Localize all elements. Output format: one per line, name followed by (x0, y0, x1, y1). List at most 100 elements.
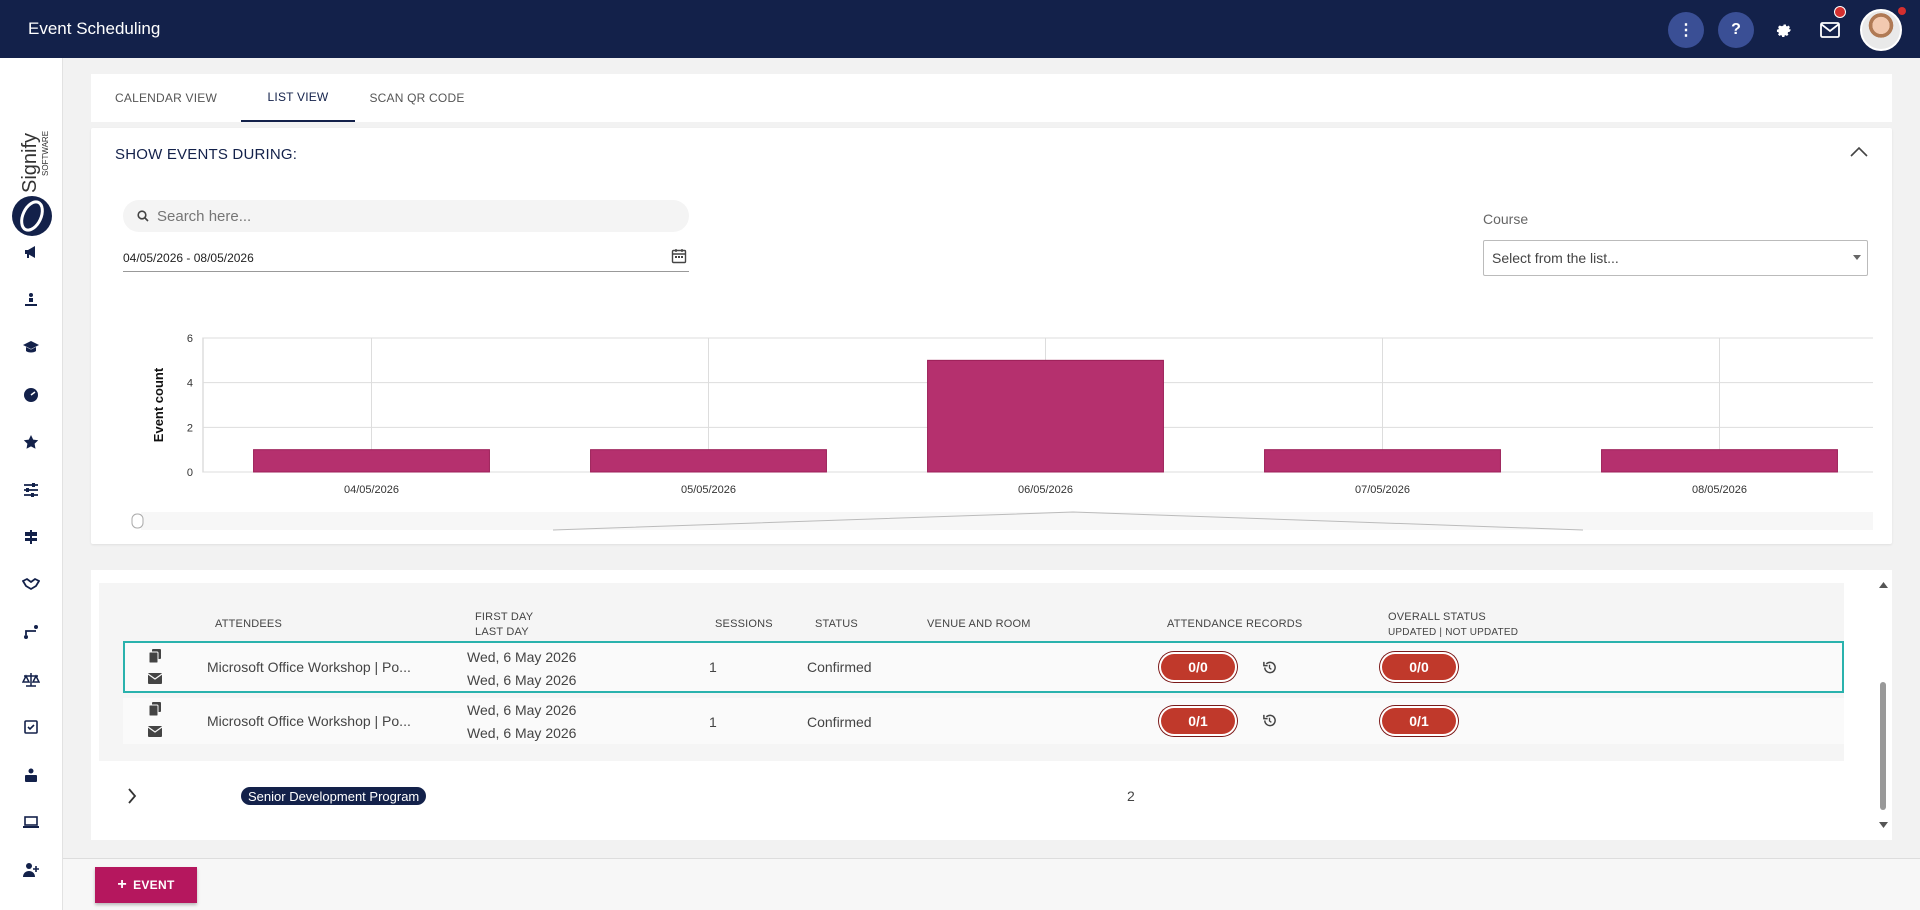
chart-y-tick-label: 2 (187, 422, 193, 434)
history-icon[interactable] (1261, 659, 1277, 675)
sessions-count: 1 (709, 659, 717, 675)
chart-y-tick-label: 4 (187, 378, 193, 390)
scroll-down-icon[interactable] (1879, 822, 1888, 828)
top-bar: Event Scheduling ⋮ ? (0, 0, 1920, 58)
table-row[interactable]: Microsoft Office Workshop | Po... Wed, 6… (123, 641, 1844, 693)
copy-icon[interactable] (147, 701, 163, 717)
dashboard-icon[interactable] (18, 382, 44, 408)
chart-x-tick-label: 08/05/2026 (1692, 484, 1747, 496)
gear-icon[interactable] (1768, 12, 1800, 48)
group-count: 2 (1127, 788, 1135, 804)
search-input[interactable] (157, 207, 637, 225)
chart-bar (1601, 449, 1838, 473)
person-lift-icon[interactable] (18, 287, 44, 313)
avatar[interactable] (1860, 7, 1906, 51)
history-icon[interactable] (1261, 712, 1277, 728)
envelope-icon[interactable] (147, 670, 163, 686)
header-overall-label: OVERALL STATUS (1388, 611, 1486, 623)
header-first-day-label: FIRST DAY (475, 611, 534, 623)
tab-list-view[interactable]: LIST VIEW (241, 74, 355, 122)
megaphone-icon[interactable] (18, 239, 44, 265)
add-event-label: EVENT (133, 878, 175, 892)
last-day: Wed, 6 May 2026 (467, 672, 577, 688)
plus-icon: + (117, 876, 128, 893)
chart-navigator-handle-left[interactable] (131, 513, 144, 529)
overall-status-pill[interactable]: 0/0 (1380, 652, 1458, 682)
laptop-icon[interactable] (18, 809, 44, 835)
search-icon (137, 210, 149, 222)
status-text: Confirmed (807, 714, 872, 730)
app-title: Event Scheduling (28, 19, 161, 38)
header-last-day-label: LAST DAY (475, 626, 529, 638)
chart-bar (253, 449, 490, 473)
logo-mark-icon (12, 196, 52, 236)
logo-subtext: SOFTWARE (41, 131, 50, 176)
star-icon[interactable] (18, 429, 44, 455)
chart-x-tick-label: 05/05/2026 (681, 484, 736, 496)
more-vertical-icon[interactable]: ⋮ (1668, 12, 1704, 48)
search-box (123, 200, 689, 232)
overall-status-pill[interactable]: 0/1 (1380, 706, 1458, 736)
chart-bar (590, 449, 827, 473)
mail-icon[interactable] (1814, 6, 1846, 48)
events-table: ATTENDEES FIRST DAY LAST DAY SESSIONS ST… (99, 583, 1844, 761)
copy-icon[interactable] (147, 648, 163, 664)
sessions-count: 1 (709, 714, 717, 730)
avatar-notification-dot (1898, 7, 1906, 15)
header-venue: VENUE AND ROOM (927, 618, 1031, 630)
group-label-chip[interactable]: Senior Development Program (241, 787, 427, 805)
chart-y-tick-label: 0 (187, 467, 193, 479)
handshake-icon[interactable] (18, 571, 44, 597)
tab-scan-qr-code[interactable]: SCAN QR CODE (369, 91, 465, 105)
chevron-up-icon[interactable] (1850, 146, 1868, 161)
sidebar: Signify SOFTWARE (0, 58, 63, 910)
header-status: STATUS (815, 618, 858, 630)
first-day: Wed, 6 May 2026 (467, 702, 577, 718)
chart-bar (927, 359, 1164, 473)
user-desk-icon[interactable] (18, 762, 44, 788)
chart-navigator-outline (552, 511, 1584, 531)
header-first-day: FIRST DAY LAST DAY (475, 610, 533, 640)
table-scrollbar[interactable] (1874, 570, 1892, 840)
calendar-icon[interactable] (671, 248, 687, 267)
help-icon[interactable]: ? (1718, 12, 1754, 48)
view-tabs: CALENDAR VIEW LIST VIEW SCAN QR CODE (91, 74, 1892, 122)
attendees-name: Microsoft Office Workshop | Po... (207, 659, 411, 675)
signpost-icon[interactable] (18, 524, 44, 550)
header-overall-status: OVERALL STATUS UPDATED | NOT UPDATED (1388, 610, 1518, 640)
topbar-actions: ⋮ ? (1668, 6, 1906, 51)
date-range-field[interactable]: 04/05/2026 - 08/05/2026 (123, 244, 689, 272)
course-select[interactable]: Select from the list... (1483, 240, 1868, 276)
chart-range-navigator (141, 512, 1873, 530)
add-event-button[interactable]: + EVENT (95, 867, 197, 903)
course-label: Course (1483, 211, 1529, 227)
checkbox-icon[interactable] (18, 714, 44, 740)
graduation-cap-icon[interactable] (18, 334, 44, 360)
attendees-name: Microsoft Office Workshop | Po... (207, 713, 411, 729)
chevron-right-icon[interactable] (127, 788, 137, 807)
scroll-up-icon[interactable] (1879, 582, 1888, 588)
header-attendees: ATTENDEES (215, 618, 282, 630)
user-plus-icon[interactable] (18, 857, 44, 883)
signify-logo: Signify SOFTWARE (10, 88, 54, 263)
attendance-records-pill[interactable]: 0/1 (1159, 706, 1237, 736)
logo-wordmark: Signify (19, 133, 41, 193)
dropdown-caret-icon (1853, 255, 1861, 260)
sliders-icon[interactable] (18, 477, 44, 503)
header-attendance: ATTENDANCE RECORDS (1167, 618, 1303, 630)
events-per-day-chart: 0 2 4 6 04/05/2026 05/05/2026 06/05/2026 07/05/… (131, 333, 1873, 531)
table-row[interactable]: Microsoft Office Workshop | Po... Wed, 6… (123, 698, 1844, 744)
chart-x-tick-label: 06/05/2026 (1018, 484, 1073, 496)
events-panel: SHOW EVENTS DURING: 04/05/2026 - 08/05/2… (91, 128, 1892, 544)
route-icon[interactable] (18, 619, 44, 645)
chart-x-tick-label: 04/05/2026 (344, 484, 399, 496)
course-select-value: Select from the list... (1492, 250, 1619, 266)
tab-calendar-view[interactable]: CALENDAR VIEW (115, 91, 217, 105)
envelope-icon[interactable] (147, 723, 163, 739)
attendance-records-pill[interactable]: 0/0 (1159, 652, 1237, 682)
scale-icon[interactable] (18, 667, 44, 693)
date-range-value: 04/05/2026 - 08/05/2026 (123, 250, 254, 265)
chart-bar (1264, 449, 1501, 473)
scrollbar-thumb[interactable] (1880, 682, 1886, 810)
first-day: Wed, 6 May 2026 (467, 649, 577, 665)
